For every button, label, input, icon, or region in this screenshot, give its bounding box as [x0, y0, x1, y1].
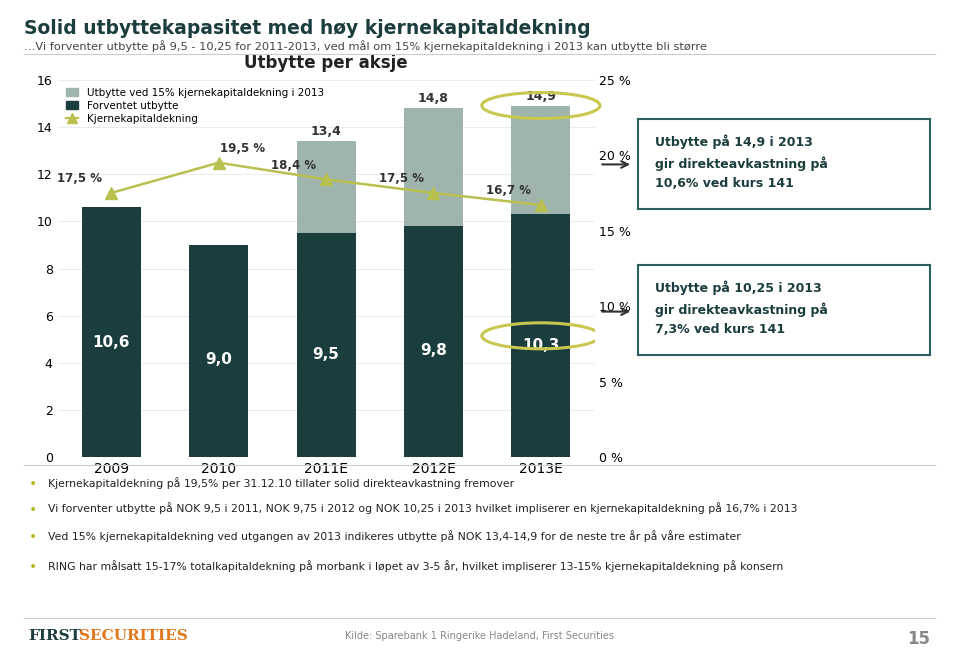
Text: 9,8: 9,8: [420, 343, 447, 359]
Legend: Utbytte ved 15% kjernekapitaldekning i 2013, Forventet utbytte, Kjernekapitaldek: Utbytte ved 15% kjernekapitaldekning i 2…: [62, 85, 327, 127]
Text: 17,5 %: 17,5 %: [57, 172, 102, 186]
Bar: [296, 141, 356, 233]
Text: SECURITIES: SECURITIES: [79, 629, 187, 642]
Text: 9,0: 9,0: [205, 352, 232, 367]
Text: Utbytte på 14,9 i 2013
gir direkteavkastning på
10,6% ved kurs 141: Utbytte på 14,9 i 2013 gir direkteavkast…: [655, 135, 829, 190]
Text: 14,8: 14,8: [418, 92, 449, 105]
Text: •: •: [29, 560, 37, 574]
Text: 19,5 %: 19,5 %: [220, 142, 265, 155]
Text: Solid utbyttekapasitet med høy kjernekapitaldekning: Solid utbyttekapasitet med høy kjernekap…: [24, 19, 591, 38]
Text: 10,6: 10,6: [92, 335, 130, 350]
Text: Kjernekapitaldekning på 19,5% per 31.12.10 tillater solid direkteavkastning frem: Kjernekapitaldekning på 19,5% per 31.12.…: [48, 477, 514, 489]
Text: RING har målsatt 15-17% totalkapitaldekning på morbank i løpet av 3-5 år, hvilke: RING har målsatt 15-17% totalkapitaldekn…: [48, 560, 784, 572]
Text: Kilde: Sparebank 1 Ringerike Hadeland, First Securities: Kilde: Sparebank 1 Ringerike Hadeland, F…: [345, 631, 615, 641]
Text: •: •: [29, 477, 37, 491]
Title: Utbytte per aksje: Utbytte per aksje: [245, 54, 408, 72]
Text: 9,5: 9,5: [313, 347, 339, 362]
Text: 15: 15: [907, 630, 930, 648]
Text: 10,3: 10,3: [523, 338, 559, 353]
Text: …Vi forventer utbytte på 9,5 - 10,25 for 2011-2013, ved mål om 15% kjernekapital: …Vi forventer utbytte på 9,5 - 10,25 for…: [24, 40, 707, 52]
Text: 18,4 %: 18,4 %: [271, 158, 316, 172]
Bar: [404, 226, 463, 457]
Bar: [511, 214, 571, 457]
Text: Utbytte på 10,25 i 2013
gir direkteavkastning på
7,3% ved kurs 141: Utbytte på 10,25 i 2013 gir direkteavkas…: [655, 280, 829, 335]
Text: 16,7 %: 16,7 %: [486, 184, 531, 198]
Bar: [189, 245, 248, 457]
Bar: [511, 105, 571, 214]
Text: Vi forventer utbytte på NOK 9,5 i 2011, NOK 9,75 i 2012 og NOK 10,25 i 2013 hvil: Vi forventer utbytte på NOK 9,5 i 2011, …: [48, 503, 798, 514]
Text: •: •: [29, 503, 37, 516]
Text: 14,9: 14,9: [526, 90, 556, 103]
Bar: [404, 108, 463, 226]
Text: Ved 15% kjernekapitaldekning ved utgangen av 2013 indikeres utbytte på NOK 13,4-: Ved 15% kjernekapitaldekning ved utgange…: [48, 530, 740, 542]
Text: 13,4: 13,4: [311, 125, 341, 138]
Text: •: •: [29, 530, 37, 544]
Bar: [82, 207, 141, 457]
Bar: [296, 233, 356, 457]
Text: 17,5 %: 17,5 %: [379, 172, 424, 186]
Text: FIRST: FIRST: [29, 629, 82, 642]
